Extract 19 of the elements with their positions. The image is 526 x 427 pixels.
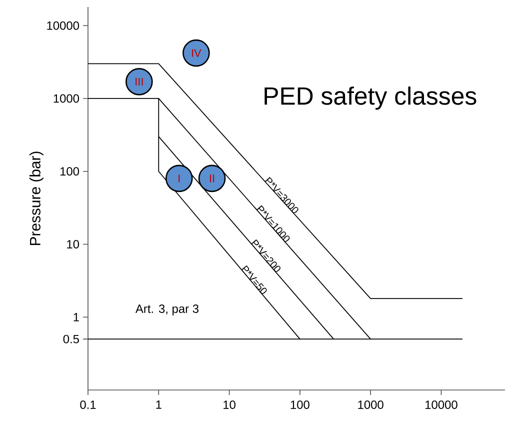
text: PED safety classes (264, 86, 476, 110)
data-label: II (210, 174, 214, 182)
x-tick-label: 10000 (425, 400, 458, 409)
x-tick-label: 10 (224, 400, 236, 409)
x-tick-label: 1000 (358, 400, 384, 409)
y-tick-label: 1 (74, 313, 79, 322)
y-tick-label: 10 (67, 240, 80, 248)
x-tick-label: 1 (156, 400, 162, 409)
y-axis-title: Pressure (bar) (29, 152, 44, 246)
y-tick-label: 1000 (54, 94, 80, 103)
y-tick-label: 100 (60, 167, 80, 176)
data-label: IV (192, 49, 202, 57)
data-label: III (136, 78, 143, 86)
annotation: Art. 3, par 3 (135, 304, 198, 316)
x-tick-label: 100 (290, 400, 310, 409)
y-tick-label: 10000 (47, 21, 80, 30)
data-label: I (178, 174, 180, 182)
x-tick-label: 0.1 (80, 400, 96, 409)
y-tick-label: 0.5 (63, 334, 79, 344)
